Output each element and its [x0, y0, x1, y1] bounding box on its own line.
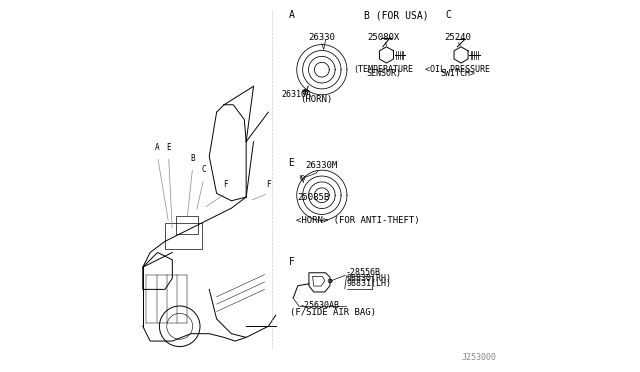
- Text: -28556B: -28556B: [346, 268, 381, 278]
- Text: J253000: J253000: [461, 353, 497, 362]
- Text: <HORN> (FOR ANTI-THEFT): <HORN> (FOR ANTI-THEFT): [296, 216, 420, 225]
- Text: F: F: [223, 180, 228, 189]
- Text: 25080X: 25080X: [367, 33, 399, 42]
- Text: (F/SIDE AIR BAG): (F/SIDE AIR BAG): [290, 308, 376, 317]
- Text: (HORN): (HORN): [300, 95, 332, 104]
- Text: 26310A: 26310A: [281, 90, 311, 99]
- Text: 26330M: 26330M: [306, 161, 338, 170]
- Text: E: E: [289, 158, 294, 168]
- Text: F: F: [289, 257, 294, 267]
- Text: SENSOR): SENSOR): [366, 69, 401, 78]
- Text: C: C: [202, 165, 206, 174]
- Text: B (FOR USA): B (FOR USA): [364, 10, 429, 20]
- Text: 25240: 25240: [444, 33, 471, 42]
- Text: C: C: [445, 10, 451, 20]
- Text: A: A: [289, 10, 294, 20]
- Text: 98830(RH): 98830(RH): [347, 274, 392, 283]
- Text: 25085B: 25085B: [297, 193, 330, 202]
- Text: 26330: 26330: [308, 33, 335, 42]
- Text: <OIL PRESSURE: <OIL PRESSURE: [425, 64, 490, 74]
- Text: SWITCH>: SWITCH>: [440, 69, 476, 78]
- Text: (TEMPERATURE: (TEMPERATURE: [353, 64, 413, 74]
- Text: 98831(LH): 98831(LH): [347, 279, 392, 288]
- Text: B: B: [190, 154, 195, 163]
- Text: E: E: [166, 143, 171, 152]
- Text: -25630AB: -25630AB: [300, 301, 340, 310]
- Text: A: A: [156, 143, 160, 152]
- Text: F: F: [266, 180, 271, 189]
